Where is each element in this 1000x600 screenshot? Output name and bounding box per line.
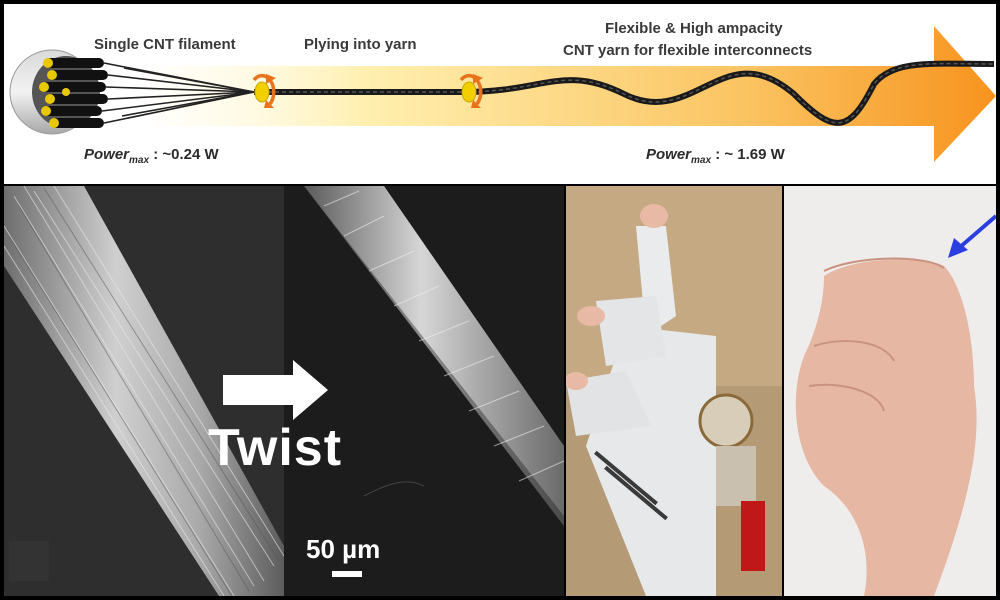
rotation-arrow-icon [252,73,276,108]
sem-twisted-image [284,186,564,596]
bent-finger-photo [784,186,996,596]
pointer-arrow-icon [957,214,996,250]
label-plying: Plying into yarn [304,36,417,53]
converging-filaments [101,62,255,124]
power-left: Powermax : ~0.24 W [84,146,219,166]
label-flexible-line2: CNT yarn for flexible interconnects [563,42,813,59]
power-right: Powermax : ~ 1.69 W [646,146,785,166]
twist-label: Twist [208,419,343,477]
sensor-glove-photo [566,186,782,596]
twist-arrow-icon [223,360,328,420]
rotation-arrow-icon [459,73,483,108]
label-single-filament: Single CNT filament [94,36,236,53]
filament-bundle [40,58,108,128]
glove-photo-panel [566,186,782,596]
sem-untwisted-panel [4,186,284,596]
label-flexible-line1: Flexible & High ampacity [605,20,783,37]
progress-arrow [154,26,996,162]
yarn-schematic-panel: Single CNT filament Plying into yarn Fle… [4,4,996,184]
schematic-graphic [9,26,996,162]
scale-label: 50 µm [306,534,381,564]
hand-photo-panel [784,186,996,596]
sem-twisted-panel: 50 µm [284,186,564,596]
